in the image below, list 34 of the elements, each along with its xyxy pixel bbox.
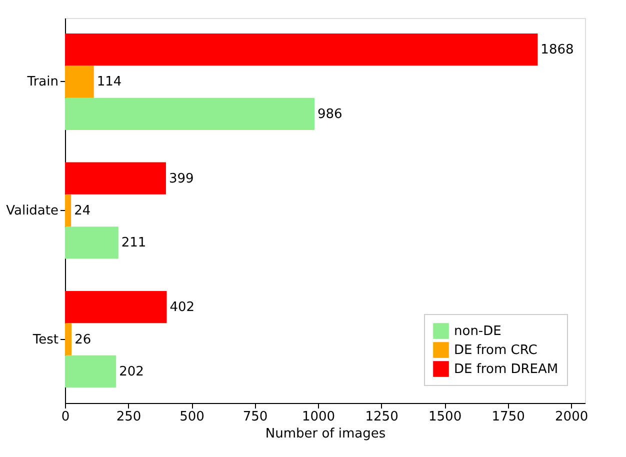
x-tick-label: 1500 — [428, 410, 462, 424]
bar — [65, 226, 118, 259]
bar — [65, 66, 94, 98]
bar — [65, 194, 72, 227]
legend-label: DE from DREAM — [454, 362, 558, 377]
x-tick-label: 500 — [180, 410, 204, 424]
bar — [65, 290, 167, 324]
x-tick-label: 250 — [116, 410, 142, 424]
x-tick-label: 0 — [61, 410, 70, 424]
legend-label: non-DE — [454, 324, 502, 339]
data-label: 986 — [318, 106, 342, 122]
legend-label: DE from CRC — [454, 343, 538, 358]
data-label: 399 — [168, 171, 194, 186]
x-axis-title: Number of images — [265, 426, 386, 442]
y-tick-label: Validate — [6, 204, 58, 218]
bar — [65, 323, 72, 356]
bar — [65, 98, 314, 130]
x-tick-label: 2000 — [555, 410, 588, 424]
x-tick-label: 1250 — [365, 410, 398, 424]
data-label: 1868 — [540, 42, 574, 58]
x-tick-label: 750 — [242, 410, 268, 424]
data-label: 26 — [74, 332, 92, 348]
y-tick-label: Train — [26, 74, 58, 90]
data-label: 24 — [74, 204, 91, 218]
x-tick-label: 1750 — [492, 410, 525, 424]
data-label: 202 — [119, 364, 144, 380]
bar — [65, 162, 166, 194]
data-label: 402 — [170, 300, 195, 316]
bar — [65, 33, 538, 66]
data-label: 211 — [121, 236, 146, 251]
bar — [65, 355, 116, 388]
x-tick-label: 1000 — [302, 410, 336, 424]
y-tick-label: Test — [32, 332, 58, 348]
data-label: 114 — [96, 74, 122, 90]
